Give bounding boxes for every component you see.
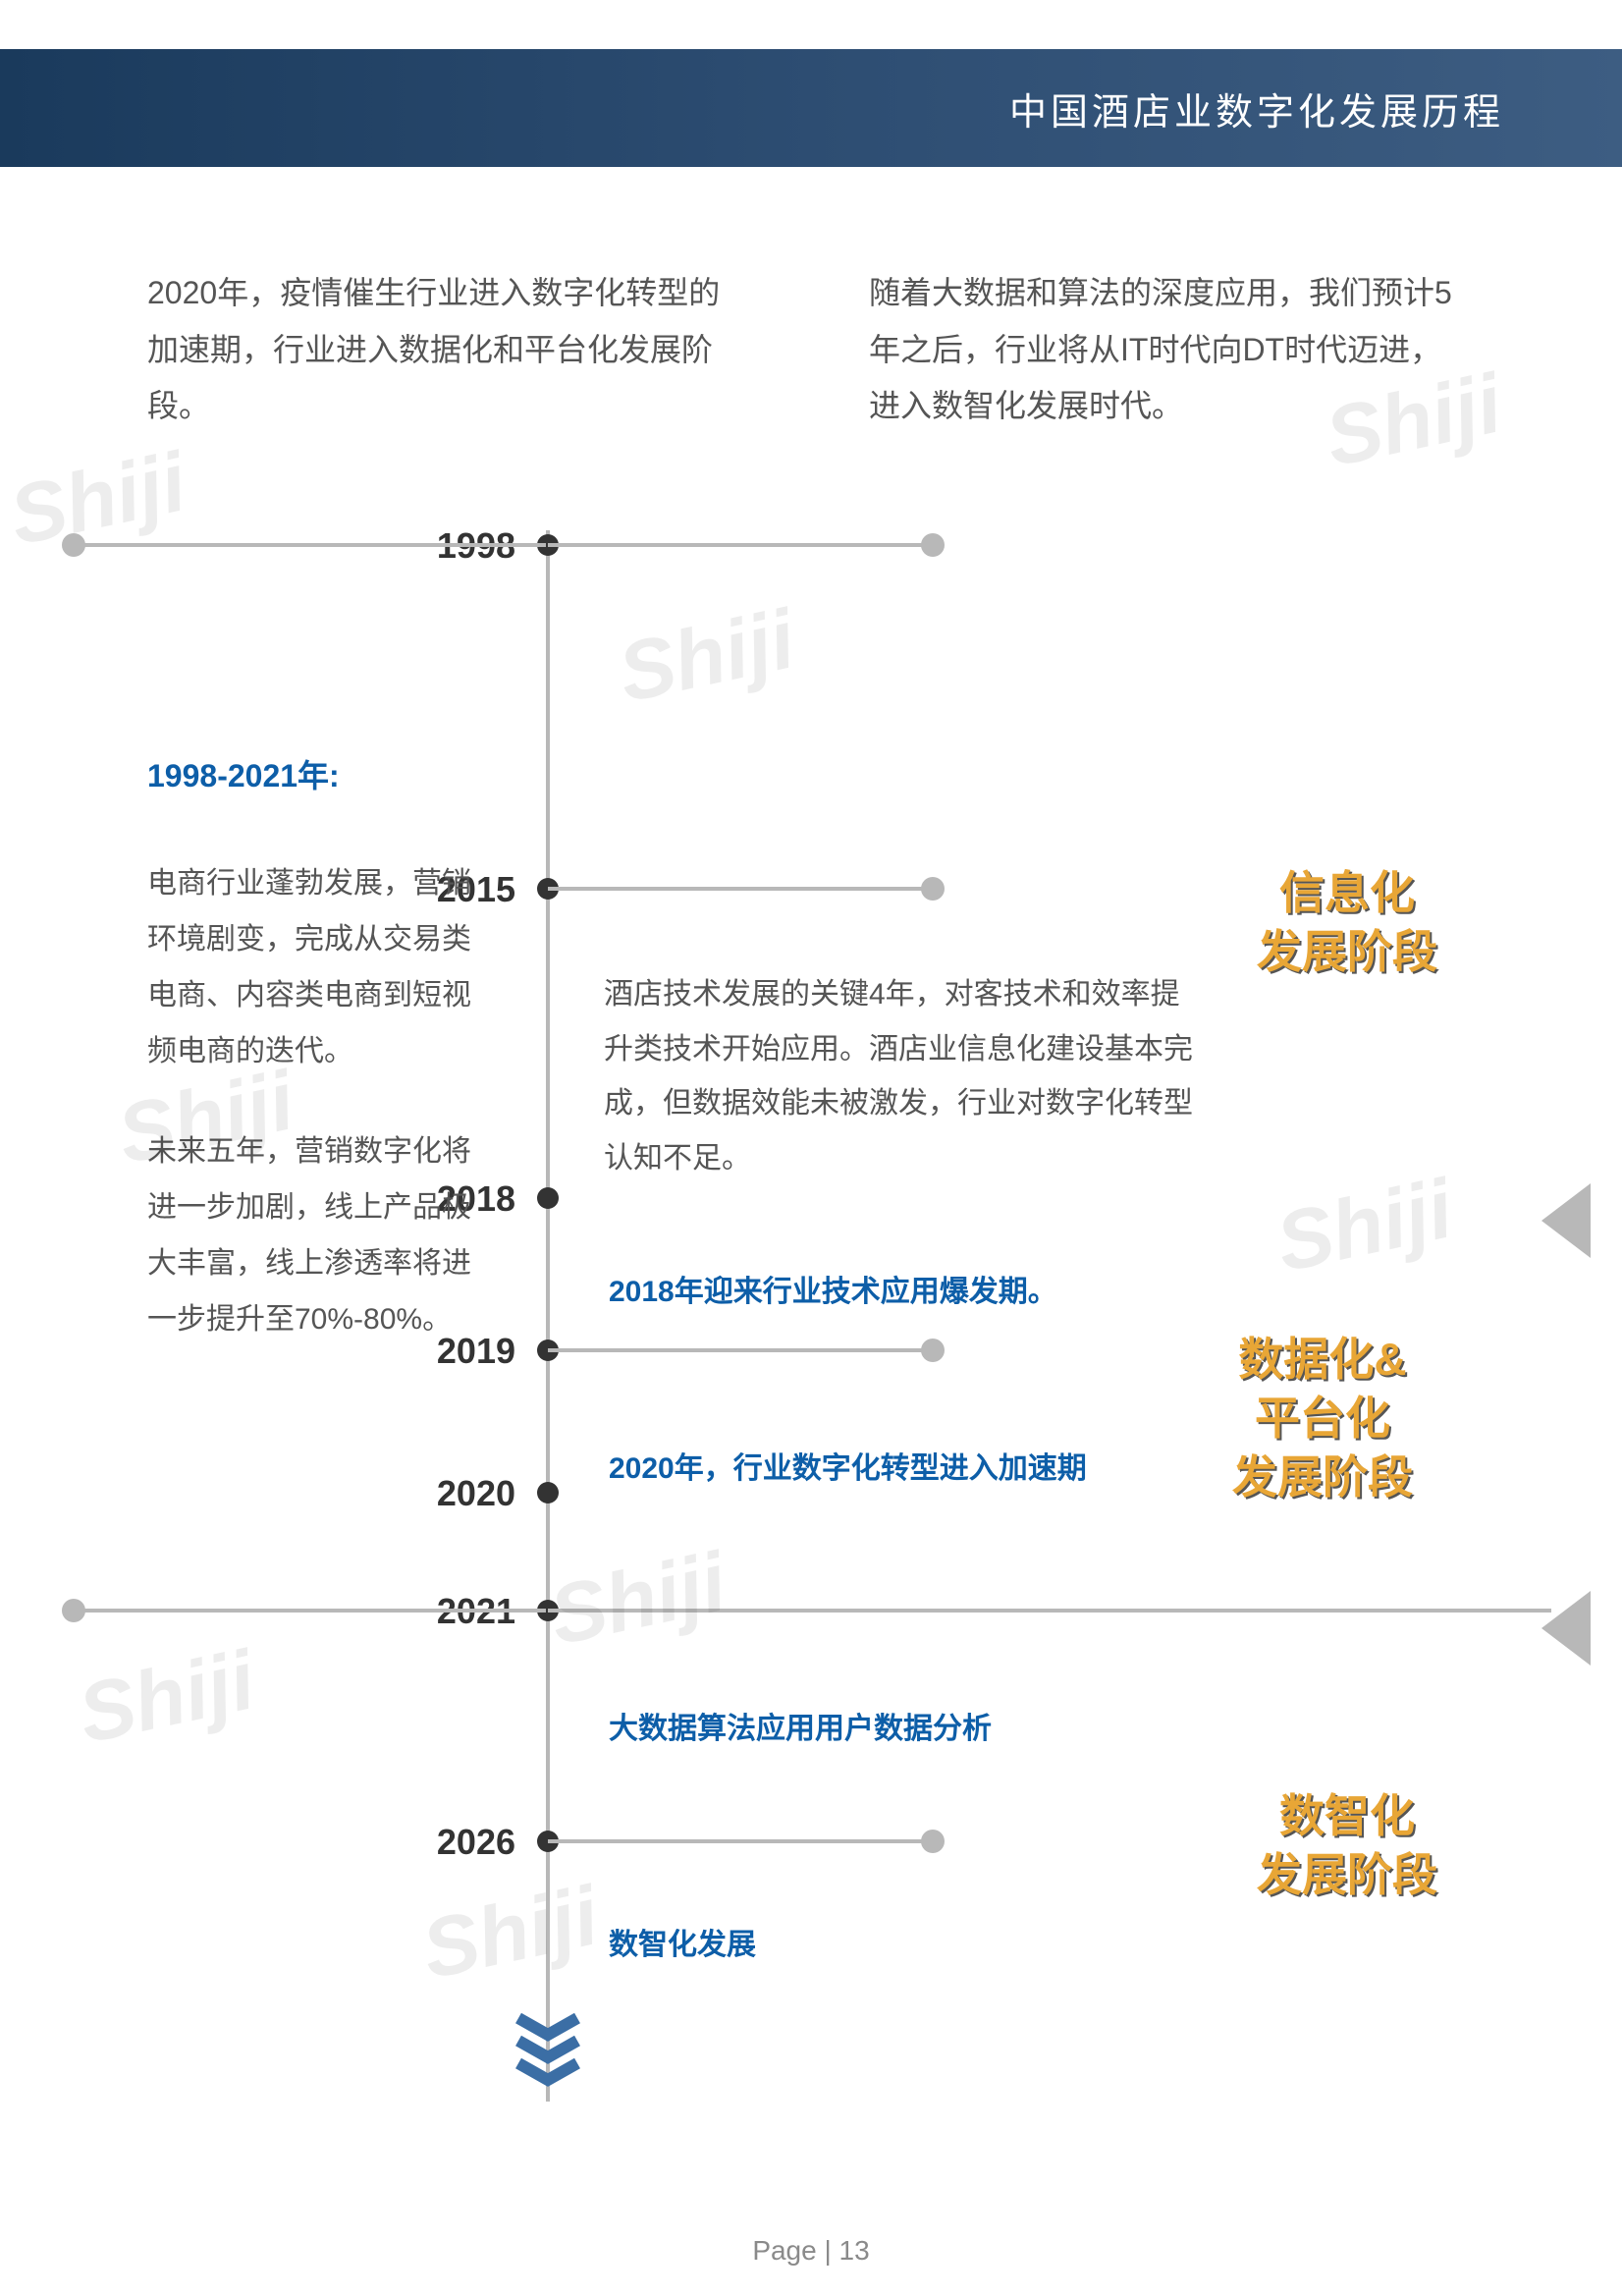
desc-2015: 酒店技术发展的关键4年，对客技术和效率提升类技术开始应用。酒店业信息化建设基本完… [604, 967, 1193, 1185]
phase-label-0: 信息化发展阶段 [1257, 864, 1437, 982]
watermark-7: Shiji [1269, 1161, 1461, 1291]
timeline-dot-2020 [537, 1482, 559, 1503]
branch-left-dot-1998 [62, 533, 85, 557]
watermark-4: Shiji [542, 1534, 734, 1665]
note-2020: 2020年，行业数字化转型进入加速期 [609, 1444, 1100, 1494]
branch-left-1998 [74, 543, 546, 547]
branch-end-dot-2019 [921, 1339, 945, 1362]
branch-end-dot-2026 [921, 1830, 945, 1853]
branch-end-dot-1998 [921, 533, 945, 557]
intro-columns: 2020年，疫情催生行业进入数字化转型的加速期，行业进入数据化和平台化发展阶段。… [147, 265, 1473, 435]
timeline-year-2020: 2020 [398, 1473, 515, 1514]
period-title: 1998-2021年: [147, 751, 481, 796]
branch-left-dot-2021 [62, 1599, 85, 1622]
branch-right-2015 [548, 887, 933, 891]
note-2018: 2018年迎来行业技术应用爆发期。 [609, 1267, 1057, 1317]
phase-label-2: 数智化发展阶段 [1257, 1787, 1437, 1905]
left-sidebar: 1998-2021年: 电商行业蓬勃发展，营销环境剧变，完成从交易类电商、内容类… [147, 751, 481, 1392]
watermark-5: Shiji [71, 1632, 263, 1763]
note-bigdata: 大数据算法应用用户数据分析 [609, 1704, 992, 1754]
timeline-year-2026: 2026 [398, 1822, 515, 1863]
timeline-axis [546, 530, 550, 2102]
sidebar-para-2: 未来五年，营销数字化将进一步加剧，线上产品极大丰富，线上渗透率将进一步提升至70… [147, 1123, 481, 1347]
branch-right-2019 [548, 1348, 933, 1352]
intro-right: 随着大数据和算法的深度应用，我们预计5年之后，行业将从IT时代向DT时代迈进，进… [869, 265, 1473, 435]
header-title: 中国酒店业数字化发展历程 [1009, 82, 1504, 136]
sidebar-para-1: 电商行业蓬勃发展，营销环境剧变，完成从交易类电商、内容类电商到短视频电商的迭代。 [147, 855, 481, 1079]
branch-right-2026 [548, 1839, 933, 1843]
branch-end-dot-2015 [921, 877, 945, 901]
note-2026: 数智化发展 [609, 1920, 756, 1970]
phase-label-1: 数据化&平台化发展阶段 [1232, 1331, 1413, 1506]
watermark-1: Shiji [611, 591, 803, 722]
page-footer: Page | 13 [0, 2235, 1622, 2267]
down-arrows-icon [509, 2013, 587, 2092]
intro-left: 2020年，疫情催生行业进入数字化转型的加速期，行业进入数据化和平台化发展阶段。 [147, 265, 751, 435]
branch-right-1998 [548, 543, 933, 547]
phase-arrow-1 [1541, 1591, 1591, 1666]
watermark-6: Shiji [414, 1868, 607, 1998]
timeline-dot-2018 [537, 1187, 559, 1209]
branch-left-2021 [74, 1609, 546, 1613]
phase-arrow-0 [1541, 1183, 1591, 1258]
branch-right-2021 [548, 1609, 1551, 1613]
header-banner: 中国酒店业数字化发展历程 [0, 49, 1622, 167]
